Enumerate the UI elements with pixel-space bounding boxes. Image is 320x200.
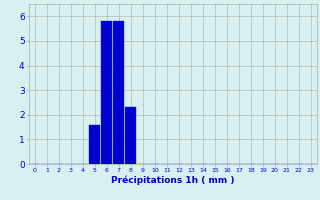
Bar xyxy=(89,125,100,164)
X-axis label: Précipitations 1h ( mm ): Précipitations 1h ( mm ) xyxy=(111,176,235,185)
Bar xyxy=(101,21,112,164)
Bar xyxy=(125,107,136,164)
Bar xyxy=(113,21,124,164)
